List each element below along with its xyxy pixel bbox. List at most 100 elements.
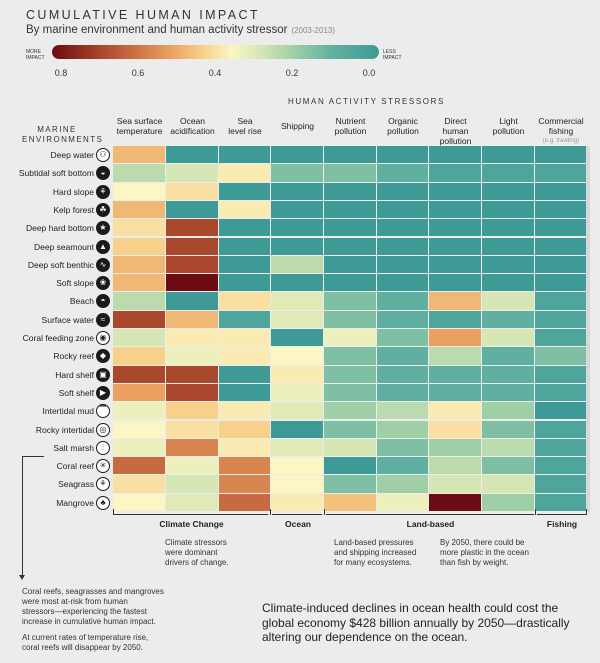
bracket-tick-2 [270, 509, 271, 515]
column-header-2: Sea level rise [219, 116, 271, 136]
row-label-9: Surface water [41, 314, 94, 325]
heatmap-cell-1-1 [166, 164, 218, 182]
heatmap-cell-16-2 [219, 438, 270, 457]
kelp-icon: ☘ [96, 202, 110, 217]
row-label-8: Beach [69, 296, 94, 307]
bracket-tick-3 [324, 509, 325, 515]
heatmap-cell-9-1 [166, 310, 218, 328]
row-label-18: Seagrass [58, 479, 94, 490]
heatmap-cell-17-2 [219, 457, 270, 475]
fish-icon: ▶ [96, 385, 110, 400]
climate-note: Climate stressors were dominant drivers … [165, 538, 229, 567]
heatmap-cell-4-5 [377, 219, 428, 237]
group-climate-change: Climate Change [159, 519, 224, 529]
heatmap-cell-2-4 [324, 182, 376, 200]
heatmap-cell-18-7 [482, 475, 534, 493]
column-header-label: Light pollution [492, 116, 525, 136]
heatmap-cell-10-8 [535, 329, 586, 347]
heatmap-cell-2-3 [271, 182, 323, 200]
heatmap-cell-13-1 [166, 383, 218, 402]
heatmap-cell-13-2 [219, 383, 270, 402]
heatmap-cell-12-5 [377, 365, 428, 383]
heatmap-cell-12-3 [271, 365, 323, 383]
row-label-4: Deep hard bottom [25, 223, 94, 234]
heatmap-cell-19-7 [482, 493, 534, 511]
heatmap-cell-1-3 [271, 164, 323, 182]
heatmap-cell-0-4 [324, 146, 376, 164]
heatmap-cell-10-1 [166, 329, 218, 347]
row-label-10: Coral feeding zone [22, 333, 94, 343]
subtitle-text: By marine environment and human activity… [26, 24, 288, 36]
heatmap-cell-8-3 [271, 292, 323, 310]
heatmap-cell-17-5 [377, 457, 428, 475]
heatmap-cell-9-2 [219, 310, 270, 328]
column-header-0: Sea surface temperature [114, 116, 166, 136]
column-header-3: Shipping [272, 121, 324, 131]
column-header-label: Sea level rise [228, 116, 262, 136]
heatmap-cell-9-8 [535, 310, 586, 328]
row-label-3: Kelp forest [53, 204, 94, 215]
row-label-0: Deep water [50, 150, 94, 160]
row-label-11: Rocky reef [53, 351, 94, 362]
column-header-6: Direct human pollution [430, 116, 482, 146]
heatmap-cell-8-4 [324, 292, 376, 310]
heatmap-cell-7-2 [219, 274, 270, 292]
mangrove-icon: ♣ [96, 495, 110, 510]
shell-icon: ◓ [96, 294, 110, 309]
heatmap-cell-6-3 [271, 255, 323, 274]
heatmap-cell-9-3 [271, 310, 323, 328]
heatmap-cell-8-5 [377, 292, 428, 310]
heatmap-cell-13-0 [113, 383, 165, 402]
heatmap-cell-0-5 [377, 146, 428, 164]
column-header-label: Direct human pollution [439, 116, 472, 146]
heatmap-cell-3-2 [219, 200, 270, 219]
heatmap-cell-9-5 [377, 310, 428, 328]
heatmap-cell-7-5 [377, 274, 428, 292]
coral-callout-line-vertical [22, 456, 23, 578]
heatmap-cell-14-4 [324, 402, 376, 420]
row-label-13: Soft shelf [58, 387, 94, 398]
heatmap-cell-1-6 [429, 164, 481, 182]
heatmap-cell-3-0 [113, 200, 165, 219]
heatmap-cell-6-2 [219, 255, 270, 274]
seagrass-icon: ⚘ [96, 477, 110, 492]
row-label-7: Soft slope [56, 278, 94, 289]
heatmap-cell-8-2 [219, 292, 270, 310]
coral-icon: ✳ [96, 459, 110, 474]
heatmap-cell-15-6 [429, 420, 481, 438]
group-fishing: Fishing [546, 519, 578, 529]
heatmap-cell-13-5 [377, 383, 428, 402]
heatmap-cell-18-6 [429, 475, 481, 493]
heatmap-cell-1-7 [482, 164, 534, 182]
heatmap-cell-4-0 [113, 219, 165, 237]
heatmap-cell-15-5 [377, 420, 428, 438]
scale-tick-3: 0.2 [285, 68, 299, 78]
heatmap-cell-7-8 [535, 274, 586, 292]
scale-more-label: MORE IMPACT [26, 49, 45, 61]
bracket-land [326, 514, 534, 515]
heatmap-cell-7-0 [113, 274, 165, 292]
heatmap-cell-12-7 [482, 365, 534, 383]
coral-note-2: At current rates of temperature rise, co… [22, 633, 149, 652]
heatmap-cell-1-0 [113, 164, 165, 182]
heatmap-cell-4-6 [429, 219, 481, 237]
feeding-icon: ◉ [96, 331, 110, 345]
heatmap-cell-12-8 [535, 365, 586, 383]
heatmap-cell-5-1 [166, 237, 218, 255]
heatmap-cell-8-0 [113, 292, 165, 310]
heatmap-cell-4-7 [482, 219, 534, 237]
heatmap-cell-5-8 [535, 237, 586, 255]
heatmap-cell-15-3 [271, 420, 323, 438]
heatmap-cell-12-2 [219, 365, 270, 383]
heatmap-cell-1-8 [535, 164, 586, 182]
heatmap-cell-2-8 [535, 182, 586, 200]
heatmap-cell-6-8 [535, 255, 586, 274]
heatmap-cell-13-3 [271, 383, 323, 402]
mudflat-icon: ▔ [96, 404, 110, 419]
bracket-fishing [537, 514, 586, 515]
scale-tick-0: 0.8 [54, 68, 68, 78]
row-label-19: Mangrove [56, 497, 94, 508]
heatmap-cell-7-6 [429, 274, 481, 292]
bottom-statement: Climate-induced declines in ocean health… [262, 601, 570, 644]
heatmap-cell-16-0 [113, 438, 165, 457]
